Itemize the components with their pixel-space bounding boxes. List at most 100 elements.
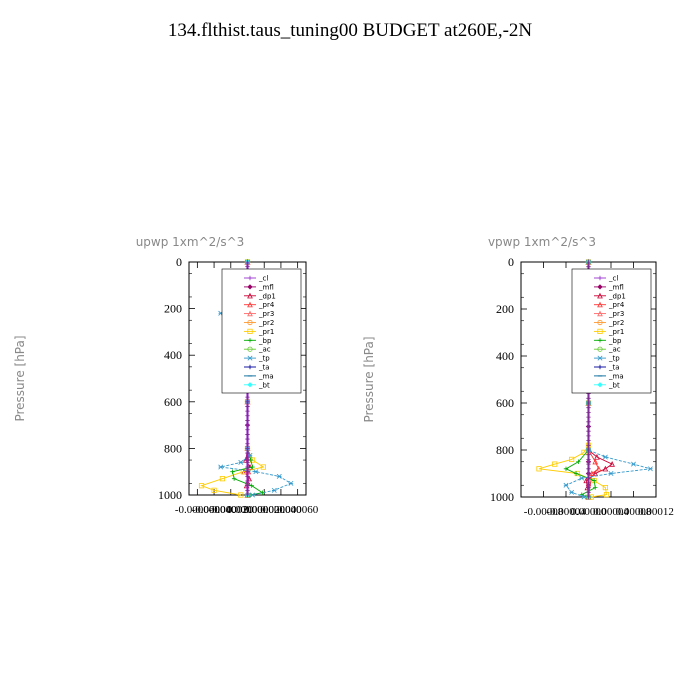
data-point	[586, 410, 591, 415]
y-axis-label: Pressure [hPa]	[362, 336, 376, 422]
legend-entry: _ta	[608, 364, 620, 372]
data-point	[586, 490, 591, 495]
legend-entry: _mfl	[608, 283, 624, 291]
data-point	[245, 464, 250, 470]
data-point	[581, 494, 587, 500]
data-point	[586, 438, 591, 443]
data-point	[586, 447, 591, 453]
data-point	[583, 477, 590, 484]
legend-entry: _bp	[608, 337, 622, 345]
data-point	[211, 487, 217, 493]
legend-entry: _pr3	[608, 310, 624, 318]
data-point	[198, 483, 205, 489]
legend-entry: _ac	[258, 346, 271, 354]
legend-marker	[247, 355, 253, 361]
data-point	[576, 459, 581, 464]
data-point	[586, 471, 591, 476]
data-point	[586, 429, 591, 434]
data-point	[569, 489, 575, 495]
data-point	[253, 469, 259, 475]
data-point	[586, 480, 591, 486]
data-point	[245, 399, 250, 404]
legend-box	[221, 268, 302, 394]
x-tick-label: -0.000060	[175, 504, 220, 516]
data-point	[245, 422, 250, 428]
data-point	[586, 466, 591, 471]
data-point	[589, 470, 595, 477]
legend-entry: _pr2	[608, 319, 624, 327]
legend-entry: _bp	[258, 337, 272, 345]
data-point	[245, 492, 250, 498]
y-tick-label: 600	[496, 396, 514, 410]
x-tick-label: -0.000020	[208, 504, 253, 516]
data-point	[586, 396, 591, 401]
data-point	[250, 464, 255, 470]
page-title: 134.flthist.taus_tuning00 BUDGET at260E,…	[167, 20, 533, 41]
legend-marker	[247, 346, 253, 352]
data-point	[631, 461, 636, 467]
data-point	[586, 405, 591, 410]
y-tick-label: 600	[164, 395, 182, 409]
data-point	[238, 492, 244, 498]
legend-marker	[597, 319, 603, 326]
legend-entry: _pr4	[608, 301, 625, 309]
data-point	[536, 466, 542, 472]
legend-marker	[247, 338, 253, 343]
y-tick-label: 0	[176, 255, 182, 269]
legend-entry: _tp	[608, 355, 620, 363]
legend-entry: _cl	[608, 275, 618, 283]
legend-entry: _dp1	[608, 292, 626, 300]
data-point	[245, 469, 250, 474]
y-tick-label: 800	[496, 443, 514, 457]
legend-marker	[597, 284, 603, 290]
data-point	[586, 452, 591, 457]
x-tick-label: 0.00008	[616, 506, 652, 518]
data-point	[245, 460, 250, 465]
y-tick-label: 400	[496, 349, 514, 363]
data-point	[593, 485, 598, 490]
data-point	[586, 433, 591, 439]
data-point	[249, 483, 254, 488]
data-point	[586, 476, 591, 481]
x-tick-label: -0.000040	[192, 504, 237, 516]
legend-marker	[247, 292, 253, 299]
legend-marker	[597, 301, 603, 308]
legend-marker	[597, 292, 603, 299]
x-tick-label: 0.000060	[277, 504, 319, 516]
y-tick-label: 1000	[490, 490, 514, 504]
data-point	[238, 459, 244, 465]
data-point	[563, 466, 569, 471]
x-tick-label: 0.000000	[227, 504, 269, 516]
data-point	[288, 480, 294, 486]
legend-marker	[247, 284, 253, 290]
y-tick-label: 200	[496, 302, 514, 316]
data-point	[248, 457, 254, 463]
data-point	[245, 450, 250, 456]
x-tick-label: 0.00000	[571, 506, 607, 518]
data-point	[594, 453, 600, 460]
data-point	[245, 483, 250, 488]
data-point	[602, 484, 608, 491]
y-tick-label: 200	[164, 302, 182, 316]
data-point	[579, 492, 584, 497]
legend-marker	[247, 382, 253, 388]
legend-box	[571, 268, 652, 394]
data-point	[647, 466, 653, 472]
data-point	[245, 418, 250, 423]
data-point	[245, 436, 250, 442]
x-tick-label: -0.00008	[524, 506, 564, 518]
data-point	[218, 464, 224, 470]
data-point	[245, 474, 250, 479]
data-point	[586, 400, 591, 406]
y-axis-label: Pressure [hPa]	[13, 335, 27, 421]
data-point	[603, 492, 610, 498]
data-point	[231, 476, 237, 481]
legend-marker	[247, 275, 253, 281]
data-point	[219, 476, 226, 482]
data-point	[586, 443, 591, 448]
x-tick-label: 0.00004	[593, 506, 629, 518]
data-point	[573, 471, 579, 476]
legend-entry: _pr1	[258, 328, 274, 336]
data-point	[245, 259, 250, 265]
